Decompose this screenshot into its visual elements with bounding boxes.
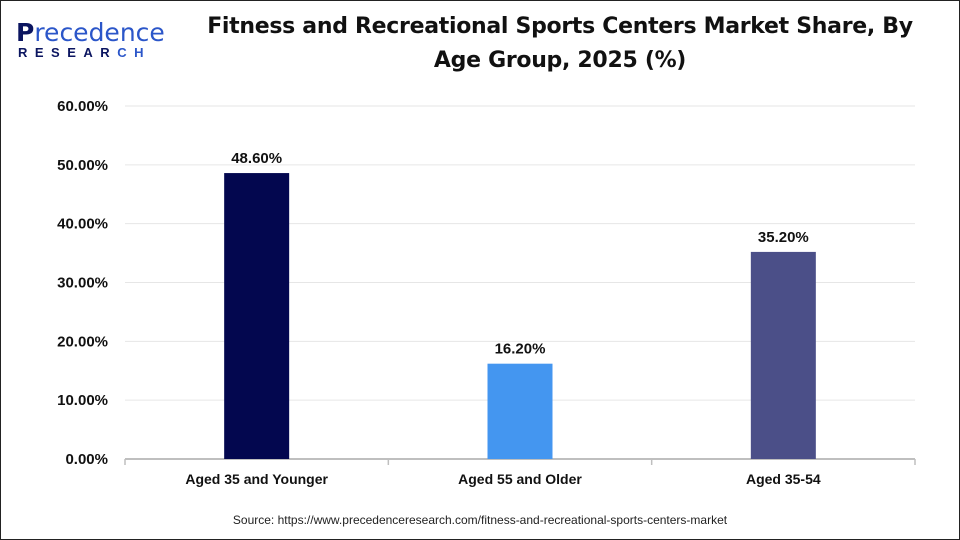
precedence-research-logo: Precedence RESEARCH	[16, 18, 165, 60]
x-category-label: Aged 35-54	[746, 471, 821, 487]
y-tick-label: 10.00%	[57, 392, 108, 409]
y-tick-label: 20.00%	[57, 333, 108, 350]
bar	[224, 173, 290, 459]
bar	[487, 363, 553, 459]
y-tick-label: 40.00%	[57, 216, 108, 233]
bar	[750, 251, 816, 459]
y-tick-label: 60.00%	[57, 98, 108, 115]
chart-title: Fitness and Recreational Sports Centers …	[200, 10, 920, 78]
x-category-label: Aged 35 and Younger	[185, 471, 328, 487]
y-tick-label: 50.00%	[57, 157, 108, 174]
chart-title-line-2: Age Group, 2025 (%)	[433, 48, 687, 73]
chart-title-line-1: Fitness and Recreational Sports Centers …	[207, 14, 913, 39]
data-label: 35.20%	[758, 229, 809, 246]
data-label: 48.60%	[231, 150, 282, 167]
data-label: 16.20%	[495, 341, 546, 358]
y-tick-label: 30.00%	[57, 275, 108, 292]
source-text: Source: https://www.precedenceresearch.c…	[232, 513, 728, 527]
x-category-label: Aged 55 and Older	[458, 471, 582, 487]
y-tick-label: 0.00%	[65, 451, 108, 468]
